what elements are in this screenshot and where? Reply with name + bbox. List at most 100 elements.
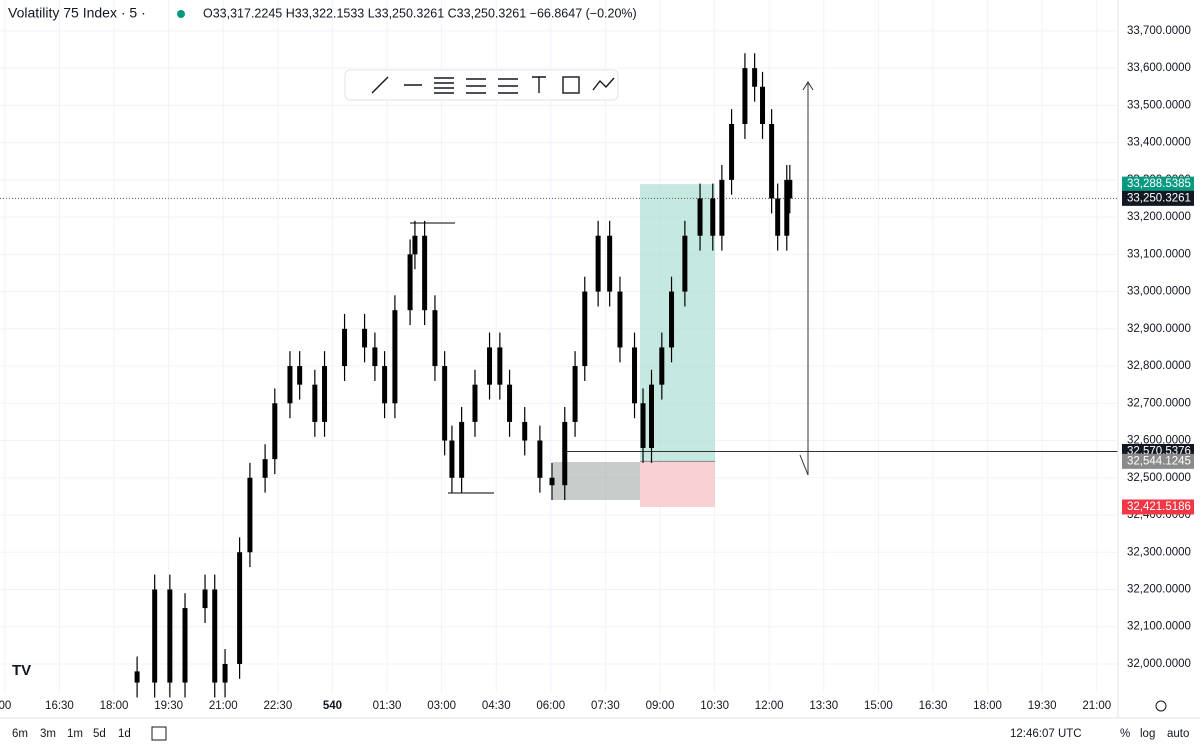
auto-btn[interactable]: auto <box>1167 728 1189 740</box>
x-tick-label: 12:00 <box>755 700 784 712</box>
candle-body <box>769 124 775 199</box>
tool-pattern[interactable] <box>592 77 615 91</box>
candle-body <box>549 477 555 486</box>
candle-body <box>432 310 438 367</box>
tool-rect[interactable] <box>562 76 580 94</box>
candle-body <box>392 310 398 404</box>
x-tick-label: 01:30 <box>373 700 402 712</box>
candle-body <box>272 403 278 460</box>
y-tick-label: 33,500.0000 <box>1127 99 1191 111</box>
candle-body <box>247 477 253 553</box>
price-label: 32,544.1245 <box>1127 455 1191 467</box>
candle-body <box>422 235 428 311</box>
candle-body <box>407 254 413 311</box>
log-btn[interactable]: log <box>1140 728 1155 740</box>
candle-body <box>487 347 493 385</box>
x-tick-label: 21:00 <box>1082 700 1111 712</box>
tv-logo: TV <box>12 662 31 679</box>
price-label: 32,421.5186 <box>1127 501 1191 513</box>
candle-body <box>297 366 303 385</box>
range-btn[interactable]: 3m <box>40 728 56 740</box>
x-tick-label: 15:00 <box>864 700 893 712</box>
candle-body <box>595 235 601 292</box>
candle-body <box>710 198 716 236</box>
candle-body <box>582 291 588 367</box>
ohlc-legend: O33,317.2245 H33,322.1533 L33,250.3261 C… <box>203 6 637 20</box>
candle-body <box>442 366 448 441</box>
tool-text[interactable] <box>532 76 546 93</box>
price-label-box <box>1122 190 1194 206</box>
x-tick-label: 06:00 <box>536 700 565 712</box>
tool-trendline[interactable] <box>371 76 389 94</box>
candle-body <box>640 403 646 448</box>
y-tick-label: 32,500.0000 <box>1127 472 1191 484</box>
x-tick-label: 16:30 <box>45 700 74 712</box>
loss-zone <box>640 461 715 507</box>
candle-body <box>697 198 703 236</box>
candle-body <box>632 347 638 404</box>
candle-body <box>669 291 675 348</box>
x-tick-label: 10:30 <box>700 700 729 712</box>
candle-body <box>459 421 465 478</box>
candle-body <box>152 589 158 683</box>
candle-body <box>659 347 665 385</box>
y-tick-label: 32,600.0000 <box>1127 435 1191 447</box>
x-tick-label: 13:30 <box>809 700 838 712</box>
candle-body <box>784 179 790 236</box>
candle-body <box>287 366 293 404</box>
y-tick-label: 33,100.0000 <box>1127 248 1191 260</box>
grey-zone <box>553 462 640 500</box>
range-btn[interactable]: 1m <box>67 728 83 740</box>
candle-body <box>449 440 455 478</box>
y-tick-label: 33,600.0000 <box>1127 62 1191 74</box>
candle-body <box>134 671 140 683</box>
candle-body <box>562 421 568 486</box>
candle-body <box>362 328 368 348</box>
bottom-bar: 12:46:07 UTC % log auto <box>151 700 1189 741</box>
y-tick-label: 33,400.0000 <box>1127 137 1191 149</box>
percent-btn[interactable]: % <box>1120 728 1130 740</box>
x-tick-label: 09:00 <box>646 700 675 712</box>
y-tick-label: 32,300.0000 <box>1127 546 1191 558</box>
tool-fib[interactable] <box>434 77 454 94</box>
settings-icon[interactable] <box>1155 700 1167 712</box>
arrow-head <box>802 81 814 91</box>
x-tick-label: 540 <box>323 700 342 712</box>
calendar-icon[interactable] <box>151 726 167 741</box>
candles <box>134 53 793 698</box>
x-tick-label: 22:30 <box>263 700 292 712</box>
candle-body <box>719 179 725 236</box>
toolbar-box <box>344 69 619 101</box>
candle-body <box>497 347 503 385</box>
candle-body <box>607 235 613 292</box>
y-tick-label: 32,200.0000 <box>1127 584 1191 596</box>
x-tick-label: 00 <box>0 700 11 712</box>
y-tick-label: 32,700.0000 <box>1127 397 1191 409</box>
candle-body <box>787 179 793 199</box>
candle-body <box>222 663 228 683</box>
tool-channel[interactable] <box>466 78 486 94</box>
range-btn[interactable]: 5d <box>93 728 106 740</box>
candle-body <box>682 235 688 292</box>
candle-body <box>412 235 418 255</box>
candle-body <box>212 589 218 683</box>
candle-body <box>372 347 378 367</box>
y-tick-label: 33,000.0000 <box>1127 286 1191 298</box>
range-btn[interactable]: 1d <box>118 728 131 740</box>
x-tick-label: 19:30 <box>154 700 183 712</box>
tool-pitchfork[interactable] <box>498 78 518 94</box>
price-label-box <box>1122 453 1194 469</box>
x-tick-label: 18:00 <box>973 700 1002 712</box>
candle-body <box>742 68 748 125</box>
x-tick-label: 16:30 <box>919 700 948 712</box>
range-btn[interactable]: 6m <box>12 728 28 740</box>
candle-body <box>617 291 623 348</box>
candle-body <box>202 589 208 609</box>
clock: 12:46:07 UTC <box>1010 728 1082 740</box>
candle-body <box>649 384 655 448</box>
x-tick-label: 03:00 <box>427 700 456 712</box>
symbol-title: Volatility 75 Index · 5 · <box>8 5 146 21</box>
candle-body <box>472 384 478 422</box>
candle-body <box>507 384 513 422</box>
y-tick-label: 33,200.0000 <box>1127 211 1191 223</box>
